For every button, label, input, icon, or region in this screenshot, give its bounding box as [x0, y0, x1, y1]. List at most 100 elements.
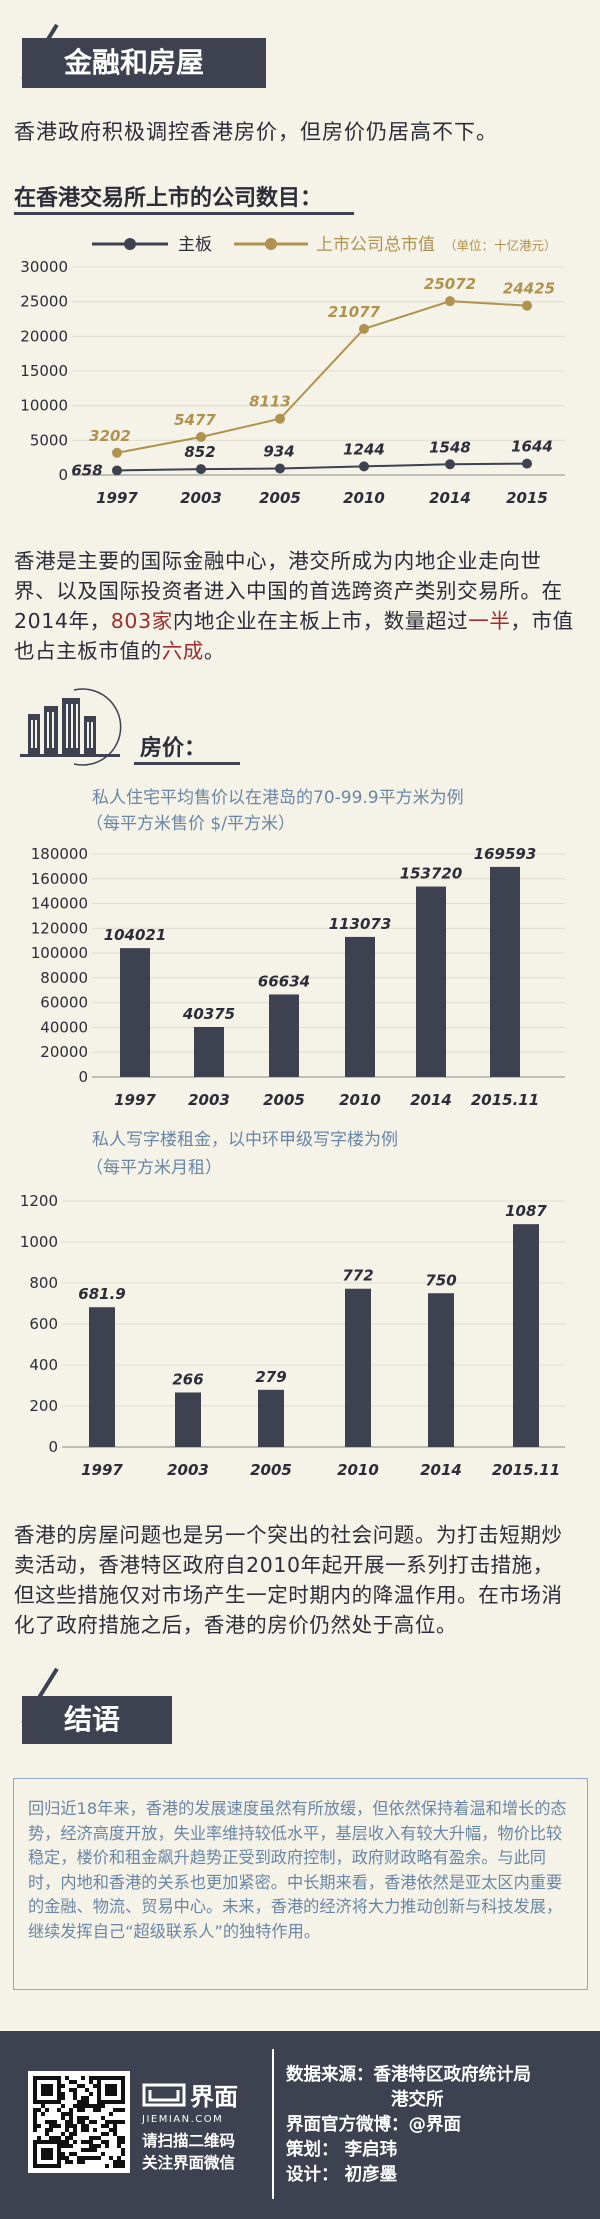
point-market-cap: [445, 296, 455, 307]
y-tick-label: 800: [29, 1274, 58, 1292]
data-label: 750: [425, 1271, 456, 1289]
housing-heading: 房价：: [140, 736, 207, 761]
bar: [120, 948, 150, 1077]
series-line-market-cap: [116, 300, 528, 454]
conclusion-text: 回归近18年来，香港的发展速度虽然有所放缓，但依然保持着温和增长的态势，经济高度…: [28, 1799, 567, 1941]
point-market-cap: [359, 323, 369, 334]
qr-module: [49, 2120, 53, 2124]
qr-module: [33, 2120, 37, 2124]
qr-module: [65, 2120, 69, 2124]
housing-heading-underline: [134, 762, 240, 765]
qr-module: [65, 2128, 69, 2132]
section-banner-conclusion: 结语: [22, 1696, 172, 1744]
qr-module: [93, 2156, 97, 2160]
listed-heading-underline: [14, 212, 354, 215]
qr-module: [85, 2096, 89, 2100]
qr-module: [89, 2144, 93, 2148]
bar: [258, 1389, 284, 1447]
qr-module: [73, 2092, 77, 2096]
qr-module: [117, 2144, 121, 2148]
bar: [428, 1293, 454, 1447]
data-label-market-cap: 3202: [89, 427, 131, 445]
qr-module: [69, 2152, 73, 2156]
qr-module: [93, 2128, 97, 2132]
qr-module: [113, 2108, 117, 2112]
qr-finder-core: [105, 2084, 117, 2096]
qr-module: [117, 2108, 121, 2112]
listed-companies-line-chart: 0 5000 10000 15000 20000 25000 30000 1997 2003 20…: [20, 235, 565, 507]
y-tick-label: 0: [58, 466, 68, 484]
qr-module: [45, 2120, 49, 2124]
legend-marker-main-board: [124, 238, 136, 250]
qr-module: [77, 2100, 81, 2104]
qr-module: [101, 2124, 105, 2128]
qr-module: [117, 2160, 121, 2164]
qr-module: [93, 2076, 97, 2080]
office-chart-title: 私人写字楼租金，以中环甲级写字楼为例: [92, 1130, 398, 1150]
qr-module: [49, 2124, 53, 2128]
qr-module: [113, 2132, 117, 2136]
data-label-market-cap: 24425: [503, 280, 555, 298]
qr-module: [61, 2156, 65, 2160]
qr-module: [121, 2108, 125, 2112]
qr-module: [89, 2080, 93, 2084]
qr-module: [61, 2096, 65, 2100]
qr-module: [69, 2108, 73, 2112]
bar: [89, 1307, 115, 1447]
data-label-main-board: 1644: [511, 438, 553, 456]
qr-module: [85, 2104, 89, 2108]
qr-module: [105, 2120, 109, 2124]
qr-module: [65, 2112, 69, 2116]
logo-sub: JIEMIAN.COM: [142, 2114, 224, 2125]
qr-code[interactable]: [28, 2071, 130, 2173]
qr-module: [69, 2144, 73, 2148]
qr-module: [105, 2140, 109, 2144]
qr-module: [57, 2136, 61, 2140]
qr-module: [69, 2132, 73, 2136]
jiemian-logo-icon: [142, 2083, 186, 2106]
finance-para-text-4: 。: [203, 639, 226, 663]
qr-module: [85, 2124, 89, 2128]
qr-module: [117, 2120, 121, 2124]
y-tick-label: 0: [48, 1438, 58, 1456]
credits: 数据来源：香港特区政府统计局 港交所 界面官方微博：@界面 策划： 李启玮 设计…: [286, 2063, 531, 2188]
x-tick-label: 2003: [180, 489, 222, 507]
qr-module: [117, 2136, 121, 2140]
qr-module: [53, 2120, 57, 2124]
designer-credit: 设计： 初彦墨: [286, 2165, 398, 2185]
x-tick-label: 2010: [339, 1091, 381, 1109]
qr-module: [69, 2160, 73, 2164]
data-label: 279: [255, 1368, 286, 1386]
data-label: 113073: [329, 915, 392, 933]
qr-finder-core: [41, 2084, 53, 2096]
residential-price-bar-chart: 0 20000 40000 60000 80000 100000 120000 140000 1…: [31, 845, 565, 1109]
qr-module: [93, 2108, 97, 2112]
qr-module: [89, 2136, 93, 2140]
qr-module: [97, 2144, 101, 2148]
qr-module: [81, 2084, 85, 2088]
qr-module: [89, 2092, 93, 2096]
qr-module: [89, 2076, 93, 2080]
qr-module: [77, 2156, 81, 2160]
y-tick-label: 600: [29, 1315, 58, 1333]
y-tick-label: 5000: [30, 431, 68, 449]
qr-module: [85, 2088, 89, 2092]
logo-text: 界面: [190, 2083, 238, 2111]
office-rent-bar-chart: 0 200 400 600 800 1000 1200 681.9 1997 266 2003 279…: [20, 1192, 565, 1475]
x-tick-label: 2010: [337, 1461, 379, 1475]
qr-module: [93, 2084, 97, 2088]
qr-module: [105, 2132, 109, 2136]
data-label-main-board: 852: [184, 443, 215, 461]
building-icon: [20, 688, 122, 766]
footer: 界面 JIEMIAN.COM 请扫描二维码 关注界面微信 数据来源：香港特区政府…: [0, 2031, 600, 2219]
source-label: 数据来源：: [286, 2065, 374, 2085]
data-label-market-cap: 25072: [424, 275, 476, 293]
x-tick-label: 2010: [343, 489, 385, 507]
legend-unit-note: （单位：十亿港元）: [444, 238, 557, 253]
section-banner-finance: 金融和房屋: [22, 38, 266, 88]
qr-module: [69, 2116, 73, 2120]
y-tick-label: 25000: [20, 293, 68, 311]
qr-module: [73, 2096, 77, 2100]
qr-module: [81, 2108, 85, 2112]
qr-module: [69, 2080, 73, 2084]
